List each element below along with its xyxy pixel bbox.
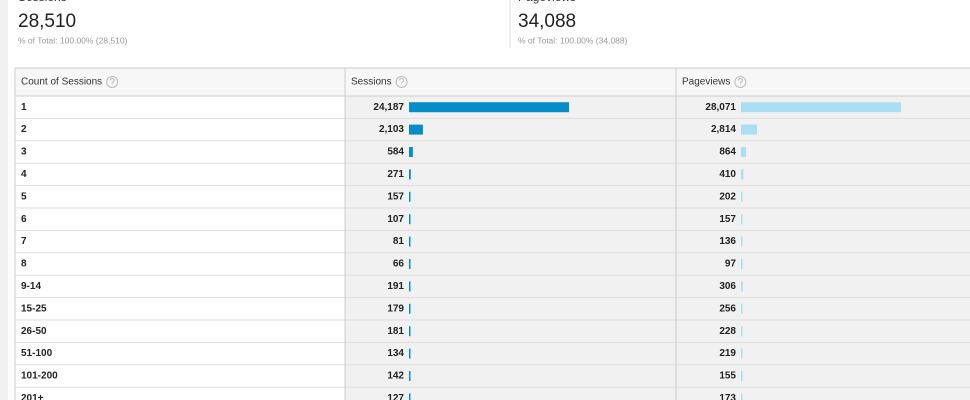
help-circle [106,76,119,88]
summary-label: Sessions [18,0,67,4]
metric-bar [741,303,743,314]
metric-value: 142 [387,371,404,382]
help-icon [106,76,119,88]
metric-bar [741,169,744,180]
metric-value: 410 [719,169,736,180]
metric-value: 136 [719,236,736,247]
column-header: Pageviews [682,77,730,88]
metric-value: 191 [387,281,404,292]
metric-bar [409,124,423,135]
column-header: Sessions [351,77,392,88]
metric-bar [409,147,413,157]
row-label: 15-25 [21,303,47,314]
metric-bar [741,281,743,292]
summary-note: % of Total: 100.00% (34,088) [518,35,628,45]
metric-bar [741,214,743,225]
metric-value: 107 [387,214,404,225]
metric-bar [409,303,411,314]
metric-bar [741,236,743,247]
column-header: Count of Sessions [21,77,102,88]
metric-value: 181 [387,326,404,337]
metric-bar [409,236,411,247]
metric-value: 81 [393,236,405,247]
metric-value: 2,103 [379,124,404,135]
row-label: 201+ [21,393,44,400]
metric-value: 157 [387,191,404,202]
summary-value: 28,510 [18,11,76,32]
help-icon [395,76,408,88]
metric-bar [409,281,411,292]
row-label: 8 [21,259,27,270]
row-label: 3 [21,147,27,158]
help-mark [737,77,743,86]
row-label: 2 [21,124,27,135]
metric-value: 271 [387,169,404,180]
table-header-bg [15,68,970,96]
help-mark [399,77,405,86]
metric-bar [409,393,411,400]
metric-bar [409,348,411,359]
summary-note: % of Total: 100.00% (28,510) [18,35,128,45]
metric-bar [741,191,743,202]
metric-value: 228 [719,326,736,337]
summary-value: 34,088 [518,11,576,32]
metric-value: 134 [387,348,404,359]
metric-bar [741,348,743,359]
metric-bar [409,191,411,202]
metric-bar [741,326,743,337]
metric-value: 66 [393,259,405,270]
metric-bar [409,371,411,381]
metric-value: 24,187 [373,102,404,113]
metric-bar [409,169,411,180]
summary-label: Pageviews [518,0,576,4]
metric-bar [409,214,411,225]
metric-bar [741,259,743,269]
help-circle [734,76,747,88]
metric-value: 155 [719,371,736,382]
summary-panel [8,0,970,58]
metric-value: 2,814 [711,124,736,135]
row-label: 101-200 [21,371,58,382]
metric-value: 864 [719,147,736,158]
metric-value: 157 [719,214,736,225]
row-label: 5 [21,191,27,202]
metric-value: 28,071 [705,102,736,113]
row-label: 9-14 [21,281,41,292]
metric-bar [741,124,758,135]
metric-value: 219 [719,348,736,359]
row-label: 1 [21,102,27,113]
metric-bar [741,147,746,157]
metric-value: 256 [719,303,736,314]
metric-value: 97 [725,259,737,270]
metric-value: 584 [387,147,404,158]
help-mark [109,77,115,86]
metric-value: 306 [719,281,736,292]
metric-bar [409,326,411,337]
row-label: 6 [21,214,27,225]
metric-value: 202 [719,191,736,202]
help-icon [734,76,747,88]
metric-value: 127 [387,393,404,400]
metric-bar [741,371,743,381]
metric-bar [409,259,411,269]
row-label: 4 [21,169,27,180]
metric-bar [741,102,901,113]
row-label: 7 [21,236,27,247]
row-label: 26-50 [21,326,47,337]
metric-column-bg [345,96,970,400]
help-circle [395,76,408,88]
metric-value: 173 [719,393,736,400]
metric-bar [409,102,569,113]
metric-value: 179 [387,303,404,314]
metric-bar [741,393,743,400]
row-label: 51-100 [21,348,53,359]
